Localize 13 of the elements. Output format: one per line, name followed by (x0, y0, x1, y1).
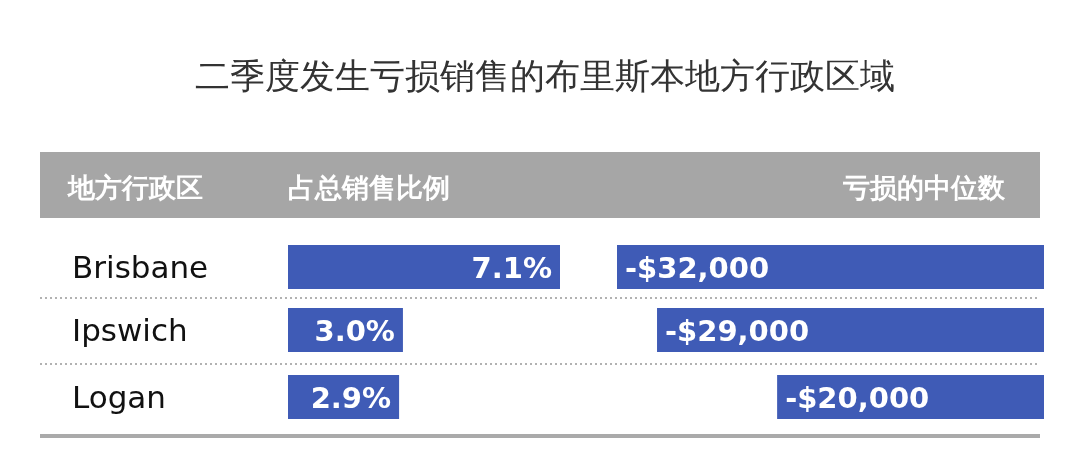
y-tick-label: Brisbane (72, 249, 209, 285)
data-label: -$29,000 (665, 314, 810, 348)
data-label: -$32,000 (625, 251, 770, 285)
data-label: 7.1% (471, 251, 552, 285)
data-label: -$20,000 (785, 381, 930, 415)
x-axis-title: 占总销售比例 (288, 172, 450, 203)
x-axis-title: 亏损的中位数 (842, 172, 1006, 203)
data-label: 3.0% (314, 314, 395, 348)
chart-title: 二季度发生亏损销售的布里斯本地方行政区域 (195, 56, 895, 96)
y-axis-title: 地方行政区 (67, 172, 203, 203)
y-tick-label: Logan (72, 379, 167, 415)
data-label: 2.9% (310, 381, 392, 415)
y-tick-label: Ipswich (72, 312, 188, 348)
